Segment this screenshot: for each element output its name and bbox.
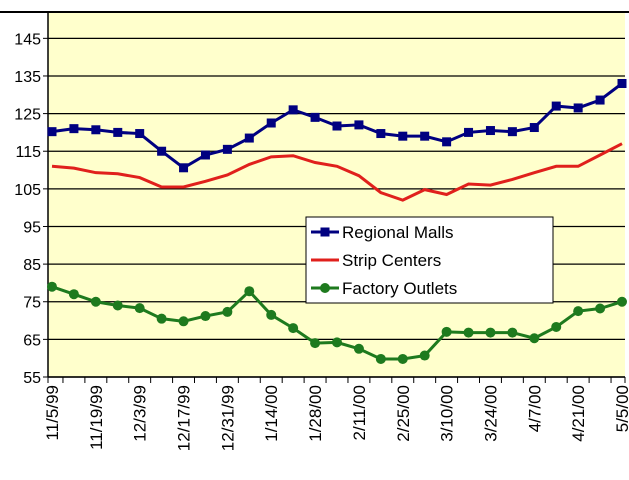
point xyxy=(595,95,605,105)
point xyxy=(91,125,101,135)
y-tick-label: 55 xyxy=(23,370,41,387)
x-tick-label: 4/21/00 xyxy=(569,385,588,442)
legend-marker xyxy=(320,283,330,293)
point xyxy=(47,281,57,292)
legend-marker xyxy=(320,227,330,237)
point xyxy=(551,101,561,111)
y-tick-label: 135 xyxy=(14,69,41,86)
point xyxy=(617,78,627,88)
point xyxy=(398,131,408,141)
y-tick-label: 75 xyxy=(23,295,41,312)
point xyxy=(485,126,495,136)
point xyxy=(464,127,474,137)
point xyxy=(354,120,364,130)
point xyxy=(595,303,606,314)
point xyxy=(310,338,321,349)
x-tick-label: 11/19/99 xyxy=(87,385,106,450)
x-tick-label: 3/10/00 xyxy=(438,385,457,442)
point xyxy=(112,300,123,311)
point xyxy=(332,121,342,131)
point xyxy=(463,327,474,338)
x-tick-label: 1/28/00 xyxy=(306,385,325,442)
point xyxy=(485,327,496,338)
point xyxy=(507,127,517,137)
point xyxy=(288,105,298,115)
point xyxy=(442,137,452,147)
x-tick-label: 1/14/00 xyxy=(262,385,281,442)
x-tick-label: 12/3/99 xyxy=(131,385,150,442)
point xyxy=(573,103,583,113)
point xyxy=(200,311,211,322)
y-tick-label: 85 xyxy=(23,257,41,274)
point xyxy=(178,316,189,327)
plot-area xyxy=(48,12,625,377)
y-tick-label: 115 xyxy=(15,144,41,161)
x-tick-label: 12/17/99 xyxy=(175,385,194,451)
x-tick-label: 12/31/99 xyxy=(218,385,237,451)
point xyxy=(529,333,540,344)
point xyxy=(90,296,101,307)
x-tick-label: 4/7/00 xyxy=(525,385,544,432)
point xyxy=(244,286,255,297)
point xyxy=(529,123,539,133)
point xyxy=(156,313,167,324)
x-tick-label: 5/5/00 xyxy=(613,385,629,432)
point xyxy=(47,127,57,137)
point xyxy=(134,303,145,314)
y-tick-label: 125 xyxy=(14,107,41,124)
series-line xyxy=(51,142,623,202)
x-tick-label: 3/24/00 xyxy=(481,385,500,442)
point xyxy=(222,144,232,154)
point xyxy=(507,327,518,338)
point xyxy=(157,146,167,156)
point xyxy=(376,129,386,139)
point xyxy=(222,306,233,317)
y-tick-label: 145 xyxy=(14,31,41,48)
point xyxy=(551,321,562,332)
point xyxy=(266,309,277,320)
point xyxy=(266,118,276,128)
point xyxy=(200,150,210,160)
legend-label: Strip Centers xyxy=(342,251,441,270)
point xyxy=(288,323,299,334)
point xyxy=(573,306,584,317)
point xyxy=(113,127,123,137)
x-tick-label: 11/5/99 xyxy=(43,385,62,440)
point xyxy=(310,112,320,122)
legend-label: Regional Malls xyxy=(342,223,454,242)
point xyxy=(617,296,627,307)
point xyxy=(420,131,430,141)
y-tick-label: 65 xyxy=(23,332,41,349)
point xyxy=(244,133,254,143)
x-tick-label: 2/25/00 xyxy=(394,385,413,442)
point xyxy=(332,337,342,348)
point xyxy=(68,289,79,300)
point xyxy=(441,326,452,337)
point xyxy=(179,163,189,173)
point xyxy=(375,353,386,364)
point xyxy=(69,124,79,134)
y-tick-label: 105 xyxy=(14,182,41,199)
legend-label: Factory Outlets xyxy=(342,279,457,298)
y-tick-label: 95 xyxy=(23,219,41,236)
point xyxy=(419,350,430,361)
point xyxy=(135,129,145,139)
legend xyxy=(305,216,554,304)
point xyxy=(353,343,364,354)
x-tick-label: 2/11/00 xyxy=(350,385,369,440)
point xyxy=(397,353,408,364)
